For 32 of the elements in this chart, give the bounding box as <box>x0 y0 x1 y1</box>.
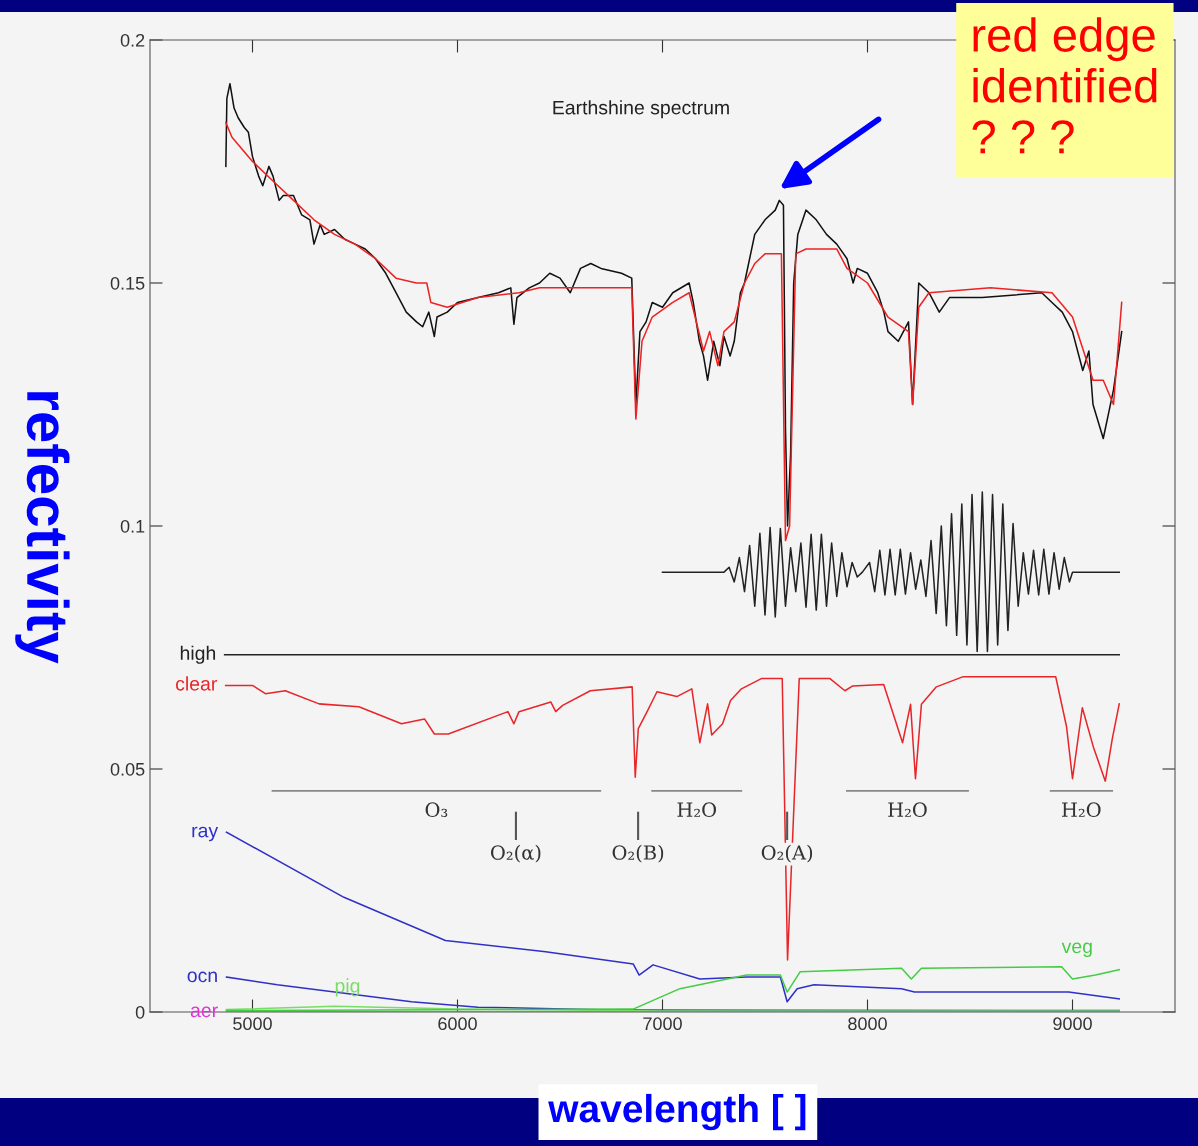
y-tick-label: 0.2 <box>120 33 145 47</box>
y-tick-label: 0 <box>135 1005 145 1019</box>
series-label: pig <box>335 978 360 997</box>
series-label: clear <box>176 676 217 691</box>
x-tick-label: 9000 <box>1053 1017 1092 1031</box>
annotation: O₃ <box>425 802 448 818</box>
annotation: H₂O <box>1062 802 1101 818</box>
y-tick-label: 0.1 <box>120 519 145 533</box>
line-series <box>661 491 1121 653</box>
line-series <box>225 966 1121 1012</box>
x-tick-label: 5000 <box>233 1017 272 1031</box>
x-axis-title: wavelength [ ] <box>548 1093 806 1131</box>
series-label: high <box>180 645 216 664</box>
ref-line-label: O₂(A) <box>761 844 813 863</box>
series-label: ray <box>192 826 219 842</box>
series-label: ocn <box>187 971 217 983</box>
annotation: red edge identified ? ? ? <box>972 17 1157 154</box>
line-series <box>224 675 1121 961</box>
y-tick-label: 0.15 <box>110 276 145 290</box>
x-tick-label: 8000 <box>848 1017 887 1031</box>
ref-line-label: O₂(B) <box>612 844 664 863</box>
ref-line-label: O₂(α) <box>491 844 541 863</box>
y-tick-label: 0.05 <box>110 762 145 776</box>
series-label: veg <box>1061 942 1092 958</box>
series-label: aer <box>190 1006 218 1018</box>
annotation: H₂O <box>888 802 927 818</box>
annotation: H₂O <box>677 802 716 818</box>
text: Earthshine spectrum <box>553 100 729 119</box>
x-tick-label: 7000 <box>643 1017 682 1031</box>
y-axis-title: refectivity <box>15 392 70 664</box>
line-series <box>225 831 1121 1003</box>
x-tick-label: 6000 <box>438 1017 477 1031</box>
